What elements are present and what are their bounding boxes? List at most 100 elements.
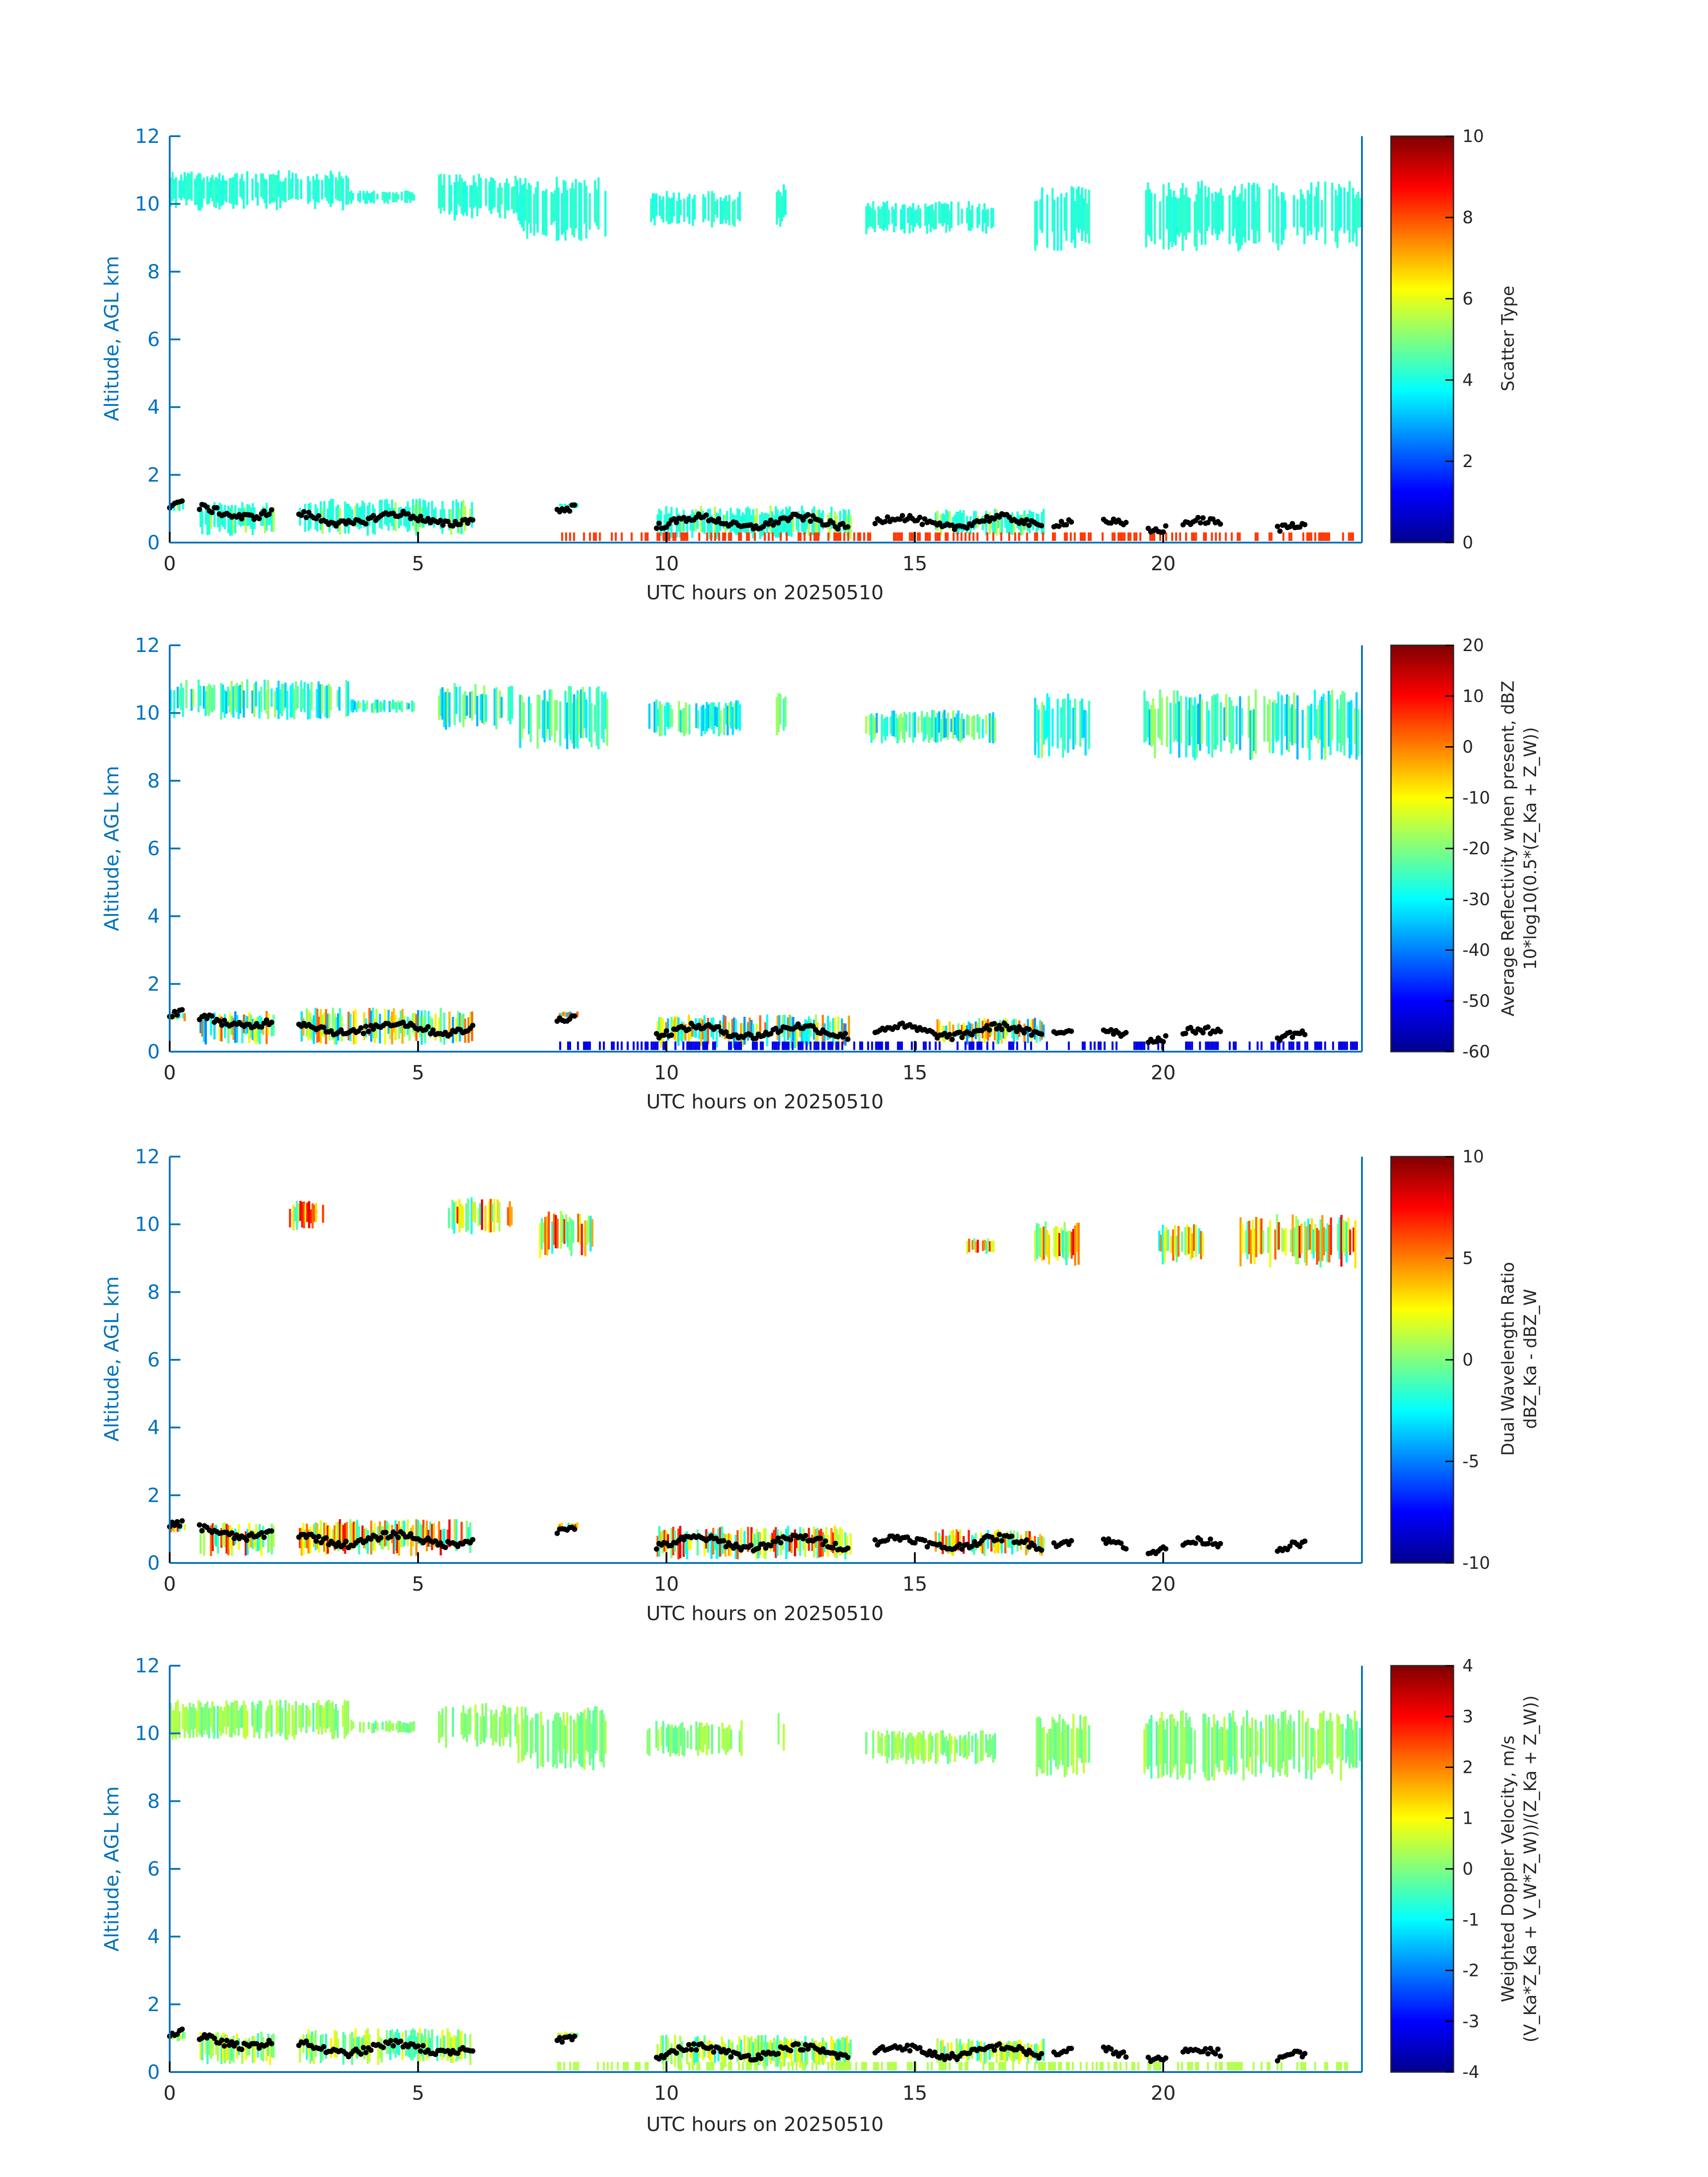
colorbar-tick-label: -20 [1462, 839, 1490, 858]
y-axis-title: Altitude, AGL km [100, 1786, 123, 1951]
plot-area: 0 5 10 15 20 0 2 4 6 8 10 12 [135, 1145, 1363, 1596]
colorbar-tick-label: 0 [1462, 1350, 1473, 1370]
colorbar-tick-label: 2 [1462, 1758, 1473, 1777]
x-tick-label: 20 [1151, 2082, 1176, 2105]
plot-area: 0 5 10 15 20 0 2 4 6 8 10 12 [135, 125, 1363, 575]
colorbar-title-line2: 10*log10(0.5*(Z_Ka + Z_W)) [1520, 727, 1540, 970]
x-tick-label: 5 [412, 1573, 424, 1596]
x-axis-title: UTC hours on 20250510 [646, 1091, 884, 1113]
x-tick-label: 10 [654, 552, 679, 575]
y-tick-label: 12 [135, 634, 160, 657]
colorbar-tick-label: -4 [1462, 2062, 1479, 2082]
colorbar-tick-label: -3 [1462, 2011, 1479, 2031]
x-tick-label: 15 [902, 552, 927, 575]
cloud-field [170, 1197, 1357, 1560]
y-tick-label: 10 [135, 193, 160, 216]
colorbar: 0 2 4 6 8 10 [1390, 126, 1484, 552]
x-tick-label: 5 [412, 2082, 424, 2105]
cloud-base-markers [167, 1007, 1308, 1045]
colorbar-title: Scatter Type [1498, 286, 1518, 391]
x-axis-title: UTC hours on 20250510 [646, 2113, 884, 2136]
colorbar-tick-label: 10 [1462, 126, 1484, 146]
x-tick-label: 5 [412, 552, 424, 575]
colorbar-gradient [1390, 644, 1454, 1053]
colorbar-gradient [1390, 135, 1454, 543]
cloud-base-markers [167, 498, 1308, 535]
x-tick-label: 20 [1151, 552, 1176, 575]
y-tick-label: 6 [147, 328, 160, 351]
cloud-field [170, 1700, 1363, 2071]
colorbar-title-line1: Weighted Doppler Velocity, m/s [1498, 1735, 1518, 2002]
colorbar-tick-label: -2 [1462, 1961, 1479, 1981]
colorbar-title-line2: (V_Ka*Z_Ka + V_W*Z_W))/(Z_Ka + Z_W)) [1520, 1695, 1540, 2042]
y-tick-label: 8 [147, 1790, 160, 1813]
y-tick-label: 4 [147, 396, 160, 419]
cloud-base-markers [167, 2027, 1308, 2064]
colorbar: -4 -3 -2 -1 0 1 2 3 4 [1390, 1656, 1479, 2082]
y-tick-label: 10 [135, 1722, 160, 1745]
colorbar-tick-label: 3 [1462, 1707, 1473, 1726]
y-tick-label: 8 [147, 769, 160, 792]
colorbar-tick-label: 4 [1462, 1656, 1473, 1676]
colorbar-tick-label: 0 [1462, 737, 1473, 757]
y-tick-label: 4 [147, 905, 160, 928]
cloud-field [170, 679, 1363, 1050]
y-tick-label: 0 [147, 1040, 160, 1063]
y-tick-label: 2 [147, 464, 160, 486]
colorbar-tick-label: 10 [1462, 686, 1484, 706]
y-tick-label: 6 [147, 1349, 160, 1371]
colorbar-tick-label: 2 [1462, 451, 1473, 471]
colorbar-tick-label: 6 [1462, 289, 1473, 309]
colorbar: -10 -5 0 5 10 [1390, 1147, 1490, 1573]
y-tick-label: 2 [147, 1993, 160, 2016]
y-axis-title: Altitude, AGL km [100, 1276, 123, 1442]
x-tick-label: 20 [1151, 1061, 1176, 1084]
colorbar-tick-label: 5 [1462, 1249, 1473, 1268]
y-axis-title: Altitude, AGL km [100, 256, 123, 421]
y-axis-title: Altitude, AGL km [100, 766, 123, 931]
colorbar-tick-label: 10 [1462, 1147, 1484, 1166]
colorbar-tick-label: 4 [1462, 370, 1473, 390]
y-tick-label: 2 [147, 973, 160, 995]
y-tick-label: 12 [135, 1145, 160, 1168]
y-tick-label: 8 [147, 1281, 160, 1304]
plot-area: 0 5 10 15 20 0 2 4 6 8 10 12 [135, 634, 1363, 1084]
x-tick-label: 0 [163, 2082, 176, 2105]
colorbar-tick-label: -40 [1462, 940, 1490, 960]
y-tick-label: 0 [147, 2061, 160, 2084]
x-tick-label: 10 [654, 2082, 679, 2105]
y-tick-label: 4 [147, 1417, 160, 1439]
y-tick-label: 12 [135, 125, 160, 148]
y-tick-label: 6 [147, 1858, 160, 1880]
colorbar-tick-label: -1 [1462, 1910, 1479, 1930]
colorbar-title-line2: dBZ_Ka - dBZ_W [1520, 1289, 1540, 1429]
colorbar-tick-label: 0 [1462, 1859, 1473, 1879]
cloud-field [170, 170, 1361, 541]
colorbar-gradient [1390, 1665, 1454, 2073]
y-tick-label: 12 [135, 1655, 160, 1677]
x-axis-title: UTC hours on 20250510 [646, 1602, 884, 1625]
y-tick-label: 0 [147, 531, 160, 554]
x-tick-label: 15 [902, 1061, 927, 1084]
colorbar-tick-label: -30 [1462, 890, 1490, 909]
y-tick-label: 10 [135, 1213, 160, 1236]
y-tick-label: 10 [135, 702, 160, 725]
colorbar: -60 -50 -40 -30 -20 -10 0 10 20 [1390, 635, 1490, 1061]
x-tick-label: 10 [654, 1061, 679, 1084]
x-tick-label: 0 [163, 1573, 176, 1596]
y-tick-label: 4 [147, 1926, 160, 1948]
colorbar-tick-label: 1 [1462, 1808, 1473, 1828]
x-tick-label: 5 [412, 1061, 424, 1084]
colorbar-tick-label: -50 [1462, 991, 1490, 1011]
cloud-base-markers [167, 1518, 1308, 1556]
colorbar-tick-label: 20 [1462, 635, 1484, 655]
y-tick-label: 2 [147, 1484, 160, 1507]
colorbar-title-line1: Dual Wavelength Ratio [1498, 1262, 1518, 1456]
x-axis-title: UTC hours on 20250510 [646, 581, 884, 604]
colorbar-tick-label: 0 [1462, 533, 1473, 552]
x-tick-label: 15 [902, 1573, 927, 1596]
